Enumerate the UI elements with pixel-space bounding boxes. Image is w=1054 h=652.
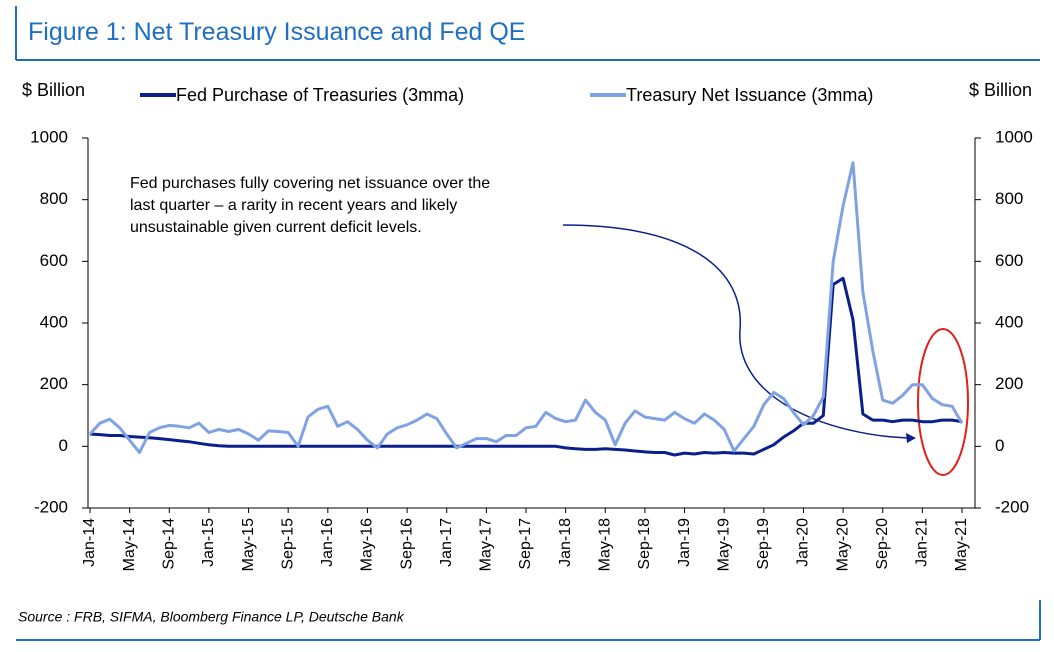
- annotation: last quarter – a rarity in recent years …: [130, 197, 457, 214]
- x-tick-label: Sep-15: [279, 518, 296, 570]
- y-tick-label: 200: [40, 374, 68, 393]
- x-tick-label: Sep-18: [636, 518, 653, 570]
- y2-tick-label: -200: [995, 497, 1029, 516]
- x-tick-label: May-17: [478, 518, 495, 571]
- highlight-ellipse: [917, 328, 969, 476]
- y-tick-label: 400: [40, 312, 68, 331]
- x-tick-label: Jan-16: [319, 518, 336, 567]
- legend-label: Treasury Net Issuance (3mma): [626, 85, 873, 105]
- x-tick-label: Jan-19: [676, 518, 693, 567]
- y-tick-label: -200: [34, 497, 68, 516]
- chart-title: Figure 1: Net Treasury Issuance and Fed …: [28, 18, 525, 46]
- y2-axis-label: $ Billion: [969, 80, 1032, 100]
- legend-label: Fed Purchase of Treasuries (3mma): [176, 85, 464, 105]
- y2-tick-label: 400: [995, 312, 1023, 331]
- y2-tick-label: 1000: [995, 127, 1033, 146]
- x-tick-label: Jan-18: [557, 518, 574, 567]
- x-tick-label: Sep-20: [874, 518, 891, 570]
- x-tick-label: May-14: [121, 518, 138, 571]
- x-tick-label: Jan-21: [914, 518, 931, 567]
- y-tick-label: 600: [40, 251, 68, 270]
- source-note: Source : FRB, SIFMA, Bloomberg Finance L…: [18, 609, 405, 625]
- x-tick-label: Sep-14: [160, 518, 177, 570]
- x-tick-label: May-18: [596, 518, 613, 571]
- series-line: [89, 276, 963, 457]
- x-tick-label: Jan-15: [200, 518, 217, 567]
- x-tick-label: May-15: [240, 518, 257, 571]
- series-line: [88, 161, 964, 454]
- y-tick-label: 1000: [30, 127, 68, 146]
- y-axis-label: $ Billion: [22, 80, 85, 100]
- x-tick-label: May-19: [715, 518, 732, 571]
- y2-tick-label: 0: [995, 436, 1004, 455]
- y-tick-label: 0: [59, 436, 68, 455]
- x-tick-label: May-20: [834, 518, 851, 571]
- y2-tick-label: 600: [995, 251, 1023, 270]
- annotation-arrow: [562, 224, 909, 439]
- x-tick-label: Sep-19: [755, 518, 772, 570]
- x-tick-label: May-21: [953, 518, 970, 571]
- y2-tick-label: 800: [995, 189, 1023, 208]
- x-tick-label: Jan-20: [795, 518, 812, 567]
- x-tick-label: Jan-14: [81, 518, 98, 567]
- x-tick-label: Sep-16: [398, 518, 415, 570]
- x-tick-label: May-16: [359, 518, 376, 571]
- annotation: Fed purchases fully covering net issuanc…: [130, 175, 490, 192]
- annotation: unsustainable given current deficit leve…: [130, 219, 422, 236]
- x-tick-label: Jan-17: [438, 518, 455, 567]
- y2-tick-label: 200: [995, 374, 1023, 393]
- arrow-head: [906, 433, 916, 443]
- y-tick-label: 800: [40, 189, 68, 208]
- x-tick-label: Sep-17: [517, 518, 534, 570]
